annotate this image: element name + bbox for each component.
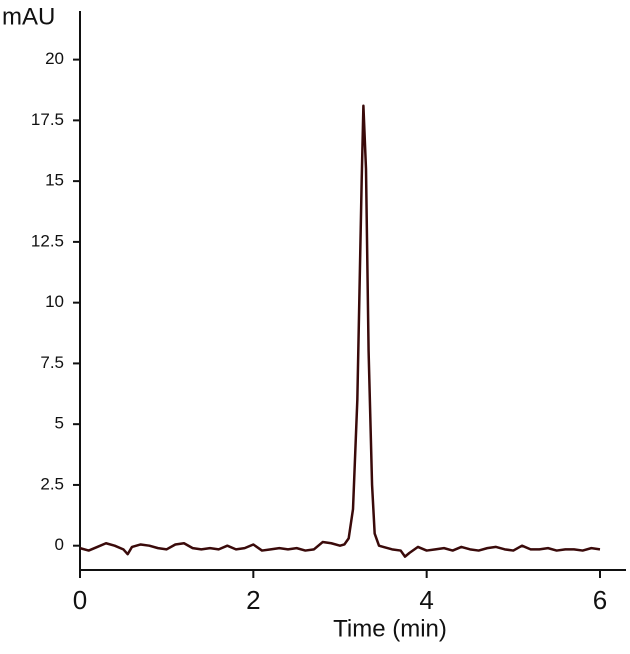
y-tick-label: 5 [55,414,64,433]
y-tick-label: 20 [45,49,64,68]
y-tick-label: 15 [45,171,64,190]
x-tick-label: 6 [593,585,607,615]
trace [79,104,601,558]
y-axis-label: mAU [2,3,55,30]
x-axis-label: Time (min) [333,615,447,642]
y-tick-label: 7.5 [40,353,64,372]
x-tick-label: 4 [419,585,433,615]
y-tick-label: 10 [45,292,64,311]
y-tick-label: 0 [55,535,64,554]
y-tick-label: 2.5 [40,474,64,493]
x-tick-label: 0 [73,585,87,615]
x-tick-label: 2 [246,585,260,615]
y-tick-label: 12.5 [31,231,64,250]
y-tick-label: 17.5 [31,110,64,129]
